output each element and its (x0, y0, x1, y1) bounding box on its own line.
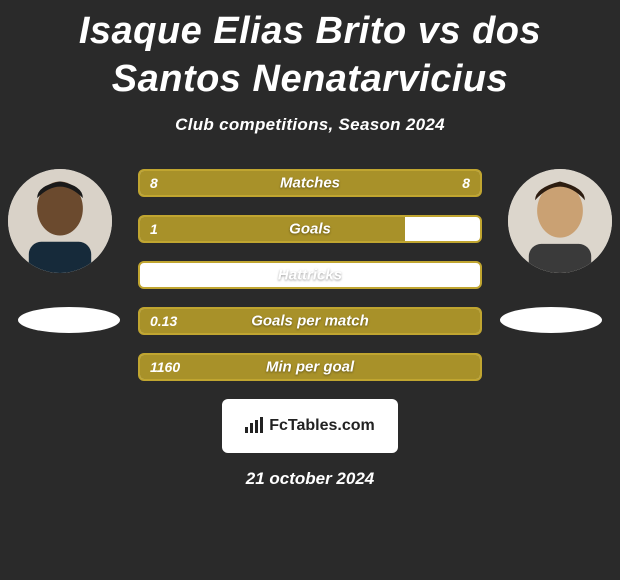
comparison-subtitle: Club competitions, Season 2024 (0, 115, 620, 135)
avatar-icon (508, 169, 612, 273)
avatar-icon (8, 169, 112, 273)
stat-bar-track (138, 307, 482, 335)
stat-bars: Matches88 Goals10 Hattricks00 Goals per mat… (138, 169, 482, 381)
stat-row: Matches88 (138, 169, 482, 197)
stat-row: Hattricks00 (138, 261, 482, 289)
player1-club-badge (18, 307, 120, 333)
stat-bar-track (138, 169, 482, 197)
comparison-stage: Matches88 Goals10 Hattricks00 Goals per mat… (0, 169, 620, 381)
stat-row: Min per goal1160 (138, 353, 482, 381)
site-logo-text: FcTables.com (269, 417, 375, 435)
comparison-title: Isaque Elias Brito vs dos Santos Nenatar… (0, 0, 620, 109)
stat-bar-fill-left (140, 309, 480, 333)
stat-bar-fill-left (140, 355, 480, 379)
stat-row: Goals10 (138, 215, 482, 243)
stat-bar-track (138, 261, 482, 289)
stat-bar-fill-left (140, 217, 405, 241)
chart-icon (245, 417, 265, 436)
player2-avatar (508, 169, 612, 273)
player2-club-badge (500, 307, 602, 333)
site-logo: FcTables.com (222, 399, 398, 453)
stat-bar-track (138, 215, 482, 243)
stat-bar-fill-right (310, 171, 480, 195)
stat-bar-track (138, 353, 482, 381)
snapshot-date: 21 october 2024 (0, 469, 620, 489)
stat-row: Goals per match0.13 (138, 307, 482, 335)
stat-bar-fill-left (140, 171, 310, 195)
player1-avatar (8, 169, 112, 273)
